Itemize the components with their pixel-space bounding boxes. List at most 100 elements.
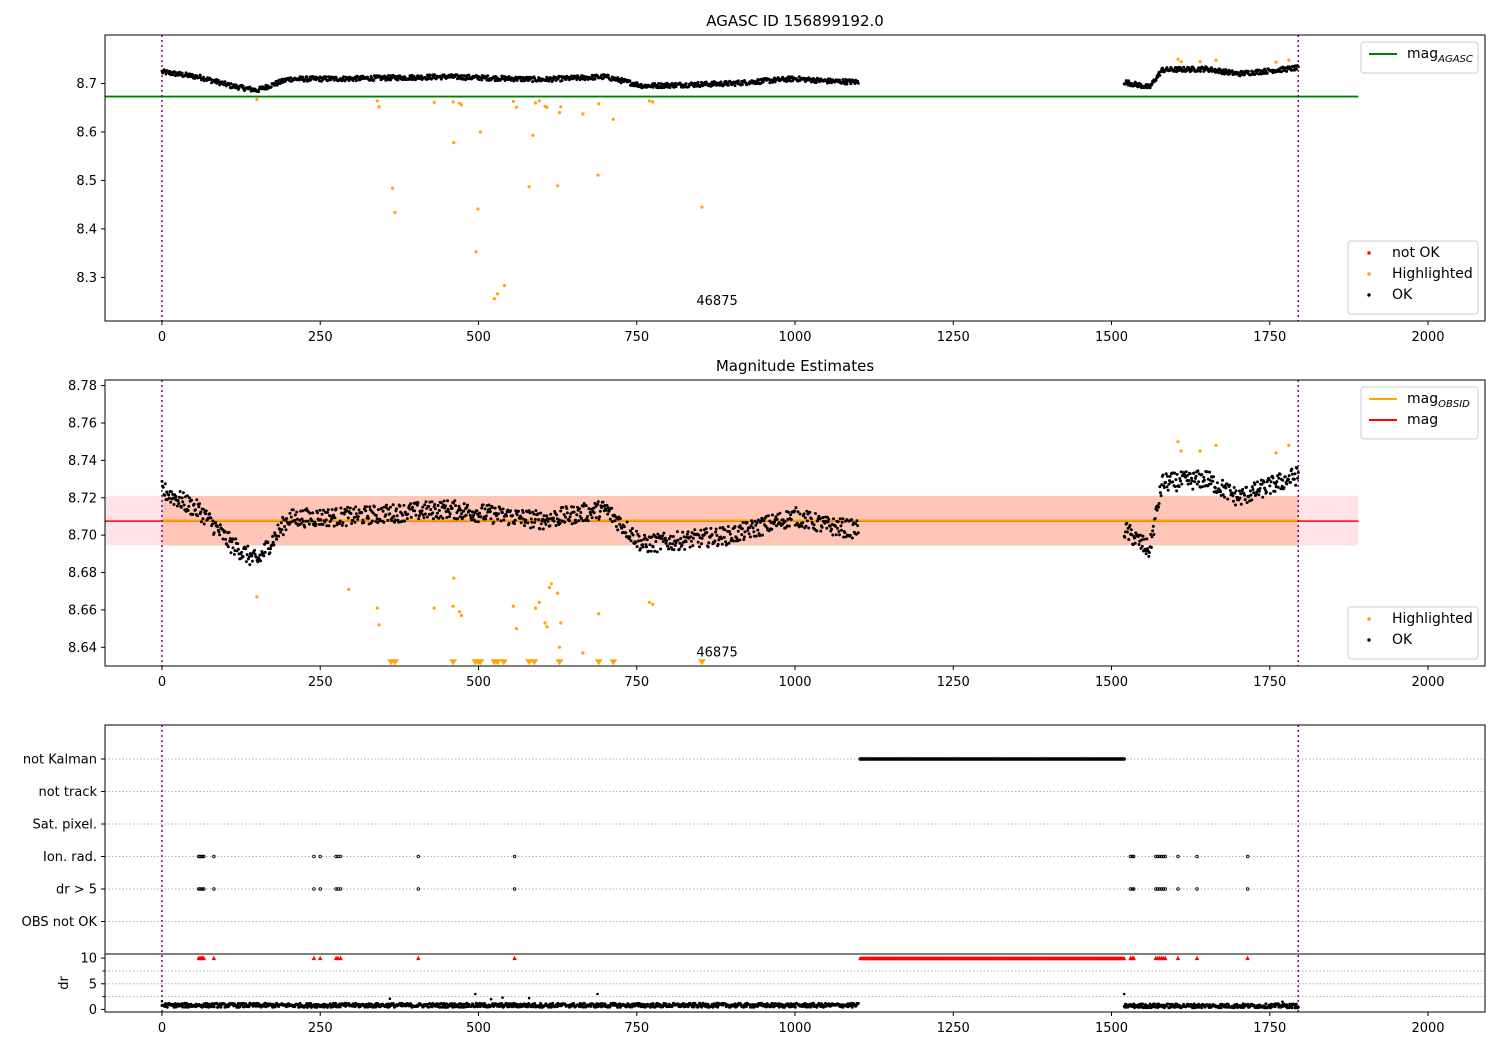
ok-point (360, 511, 364, 515)
ok-point (163, 482, 167, 486)
ok-point (723, 528, 727, 532)
ok-point (1230, 69, 1234, 73)
ok-point (596, 502, 600, 506)
ok-point (1232, 499, 1235, 503)
ok-point (1267, 478, 1271, 481)
ok-point (1274, 482, 1278, 486)
ok-point (487, 503, 491, 507)
highlighted-point (611, 117, 615, 121)
ok-point (449, 504, 453, 508)
ok-point (783, 520, 787, 523)
ok-point (761, 80, 765, 84)
flag-marker (1195, 854, 1199, 859)
ok-point (325, 524, 329, 528)
ok-point (1226, 497, 1230, 501)
ok-point (856, 81, 860, 85)
ok-point (762, 519, 766, 523)
ok-point (720, 537, 724, 541)
flag-marker (318, 854, 322, 859)
dr-point (219, 1005, 223, 1009)
highlighted-point (533, 101, 538, 105)
highlighted-point (581, 651, 585, 655)
ok-point (1171, 480, 1175, 484)
ok-point (353, 520, 357, 524)
ok-point (643, 536, 647, 540)
ok-point (671, 542, 675, 546)
ok-point (819, 529, 823, 533)
ok-point (1210, 66, 1213, 70)
ok-point (1208, 478, 1212, 482)
ok-point (795, 522, 799, 525)
y-tick-label: 8.64 (68, 641, 97, 656)
dr-point (450, 1002, 454, 1006)
ok-point (1296, 476, 1300, 480)
ok-point (191, 512, 195, 516)
ok-point (429, 508, 433, 511)
ok-point (1145, 86, 1149, 90)
ok-point (424, 500, 428, 504)
ok-point (351, 79, 355, 82)
ok-point (500, 511, 504, 515)
ok-point (486, 510, 490, 514)
highlighted-point (255, 595, 259, 599)
ok-point (1257, 489, 1261, 493)
dr-point (212, 1005, 216, 1009)
ok-point (307, 522, 311, 526)
dr-point (1153, 1002, 1157, 1006)
highlighted-point (545, 625, 549, 629)
ok-point (756, 518, 760, 522)
ok-point (789, 513, 793, 517)
dr-point (489, 997, 493, 1001)
ok-point (575, 513, 579, 517)
x-tick-label: 1000 (778, 330, 811, 345)
ok-point (620, 526, 624, 530)
legend-label: Highlighted (1392, 266, 1473, 282)
flag-marker (1131, 854, 1136, 859)
ok-point (537, 518, 541, 522)
ok-point (688, 545, 692, 549)
ok-point (293, 513, 297, 517)
dr-point (651, 1002, 655, 1006)
ok-point (268, 551, 272, 555)
ok-point (414, 513, 418, 517)
ok-point (1268, 484, 1272, 488)
ok-point (241, 84, 245, 88)
ok-point (1177, 69, 1181, 73)
dr-point (616, 1005, 620, 1009)
ok-point (442, 499, 446, 503)
ok-point (722, 83, 726, 87)
flag-marker (986, 757, 991, 761)
flag-marker (200, 854, 205, 859)
dr-clipped-marker (201, 955, 206, 961)
flag-marker (871, 757, 875, 761)
ok-point (1158, 485, 1162, 489)
ok-point (1271, 476, 1275, 480)
ok-point (368, 505, 372, 509)
ok-point (604, 508, 608, 512)
dr-point (551, 1001, 555, 1005)
ok-point (174, 495, 178, 498)
ok-point (420, 509, 424, 513)
ok-point (809, 77, 813, 81)
highlighted-point (1179, 449, 1183, 453)
ok-point (798, 512, 802, 516)
ok-point (288, 511, 292, 515)
x-tick-label: 1250 (937, 1021, 970, 1036)
ok-point (202, 75, 205, 79)
ok-point (651, 545, 655, 549)
ok-point (226, 545, 230, 549)
ok-point (230, 540, 234, 544)
ok-point (172, 503, 176, 506)
ok-point (324, 518, 328, 522)
ok-point (662, 531, 666, 535)
ok-point (1243, 498, 1247, 502)
ok-point (578, 507, 581, 511)
flag-marker (951, 757, 955, 761)
dr-point (527, 996, 531, 1000)
flag-marker (312, 854, 316, 859)
dr-point (247, 1005, 251, 1009)
ok-point (606, 74, 610, 78)
ok-point (397, 520, 401, 524)
flag-marker (915, 757, 919, 761)
ok-point (645, 538, 649, 542)
